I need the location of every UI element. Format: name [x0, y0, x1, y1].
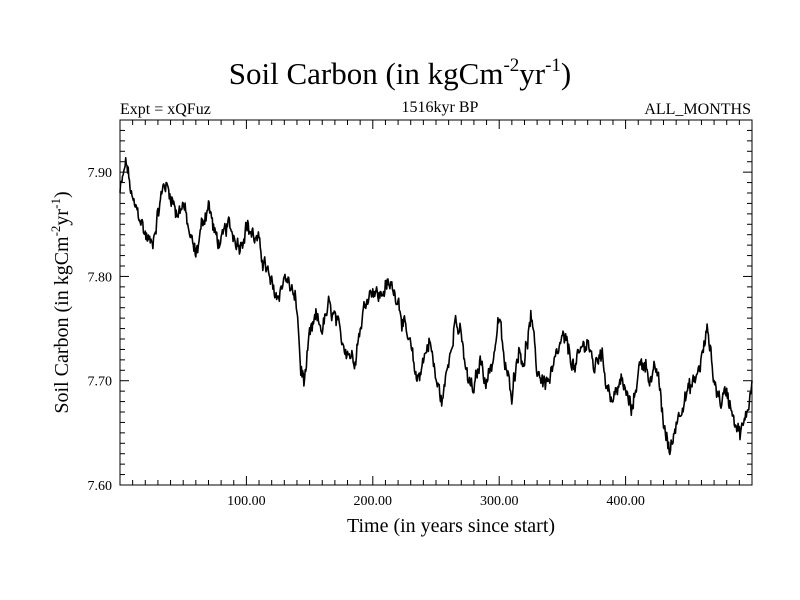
- chart-title: Soil Carbon (in kgCm-2yr-1): [228, 55, 572, 91]
- y-tick-label: 7.70: [88, 375, 113, 390]
- series-line-soil-carbon: [119, 157, 753, 456]
- y-axis-label: Soil Carbon (in kgCm-2yr-1): [48, 191, 73, 413]
- x-tick-label: 300.00: [480, 494, 519, 509]
- x-axis-label: Time (in years since start): [347, 515, 555, 537]
- y-tick-label: 7.80: [88, 270, 113, 285]
- x-tick-label: 400.00: [606, 494, 645, 509]
- months-label: ALL_MONTHS: [644, 101, 751, 118]
- plot-frame: [119, 119, 753, 486]
- y-tick-label: 7.60: [88, 479, 113, 494]
- period-label: 1516kyr BP: [401, 99, 479, 116]
- y-tick-label: 7.90: [88, 166, 113, 181]
- x-tick-label: 100.00: [227, 494, 266, 509]
- experiment-label: Expt = xQFuz: [120, 101, 211, 118]
- x-tick-label: 200.00: [354, 494, 393, 509]
